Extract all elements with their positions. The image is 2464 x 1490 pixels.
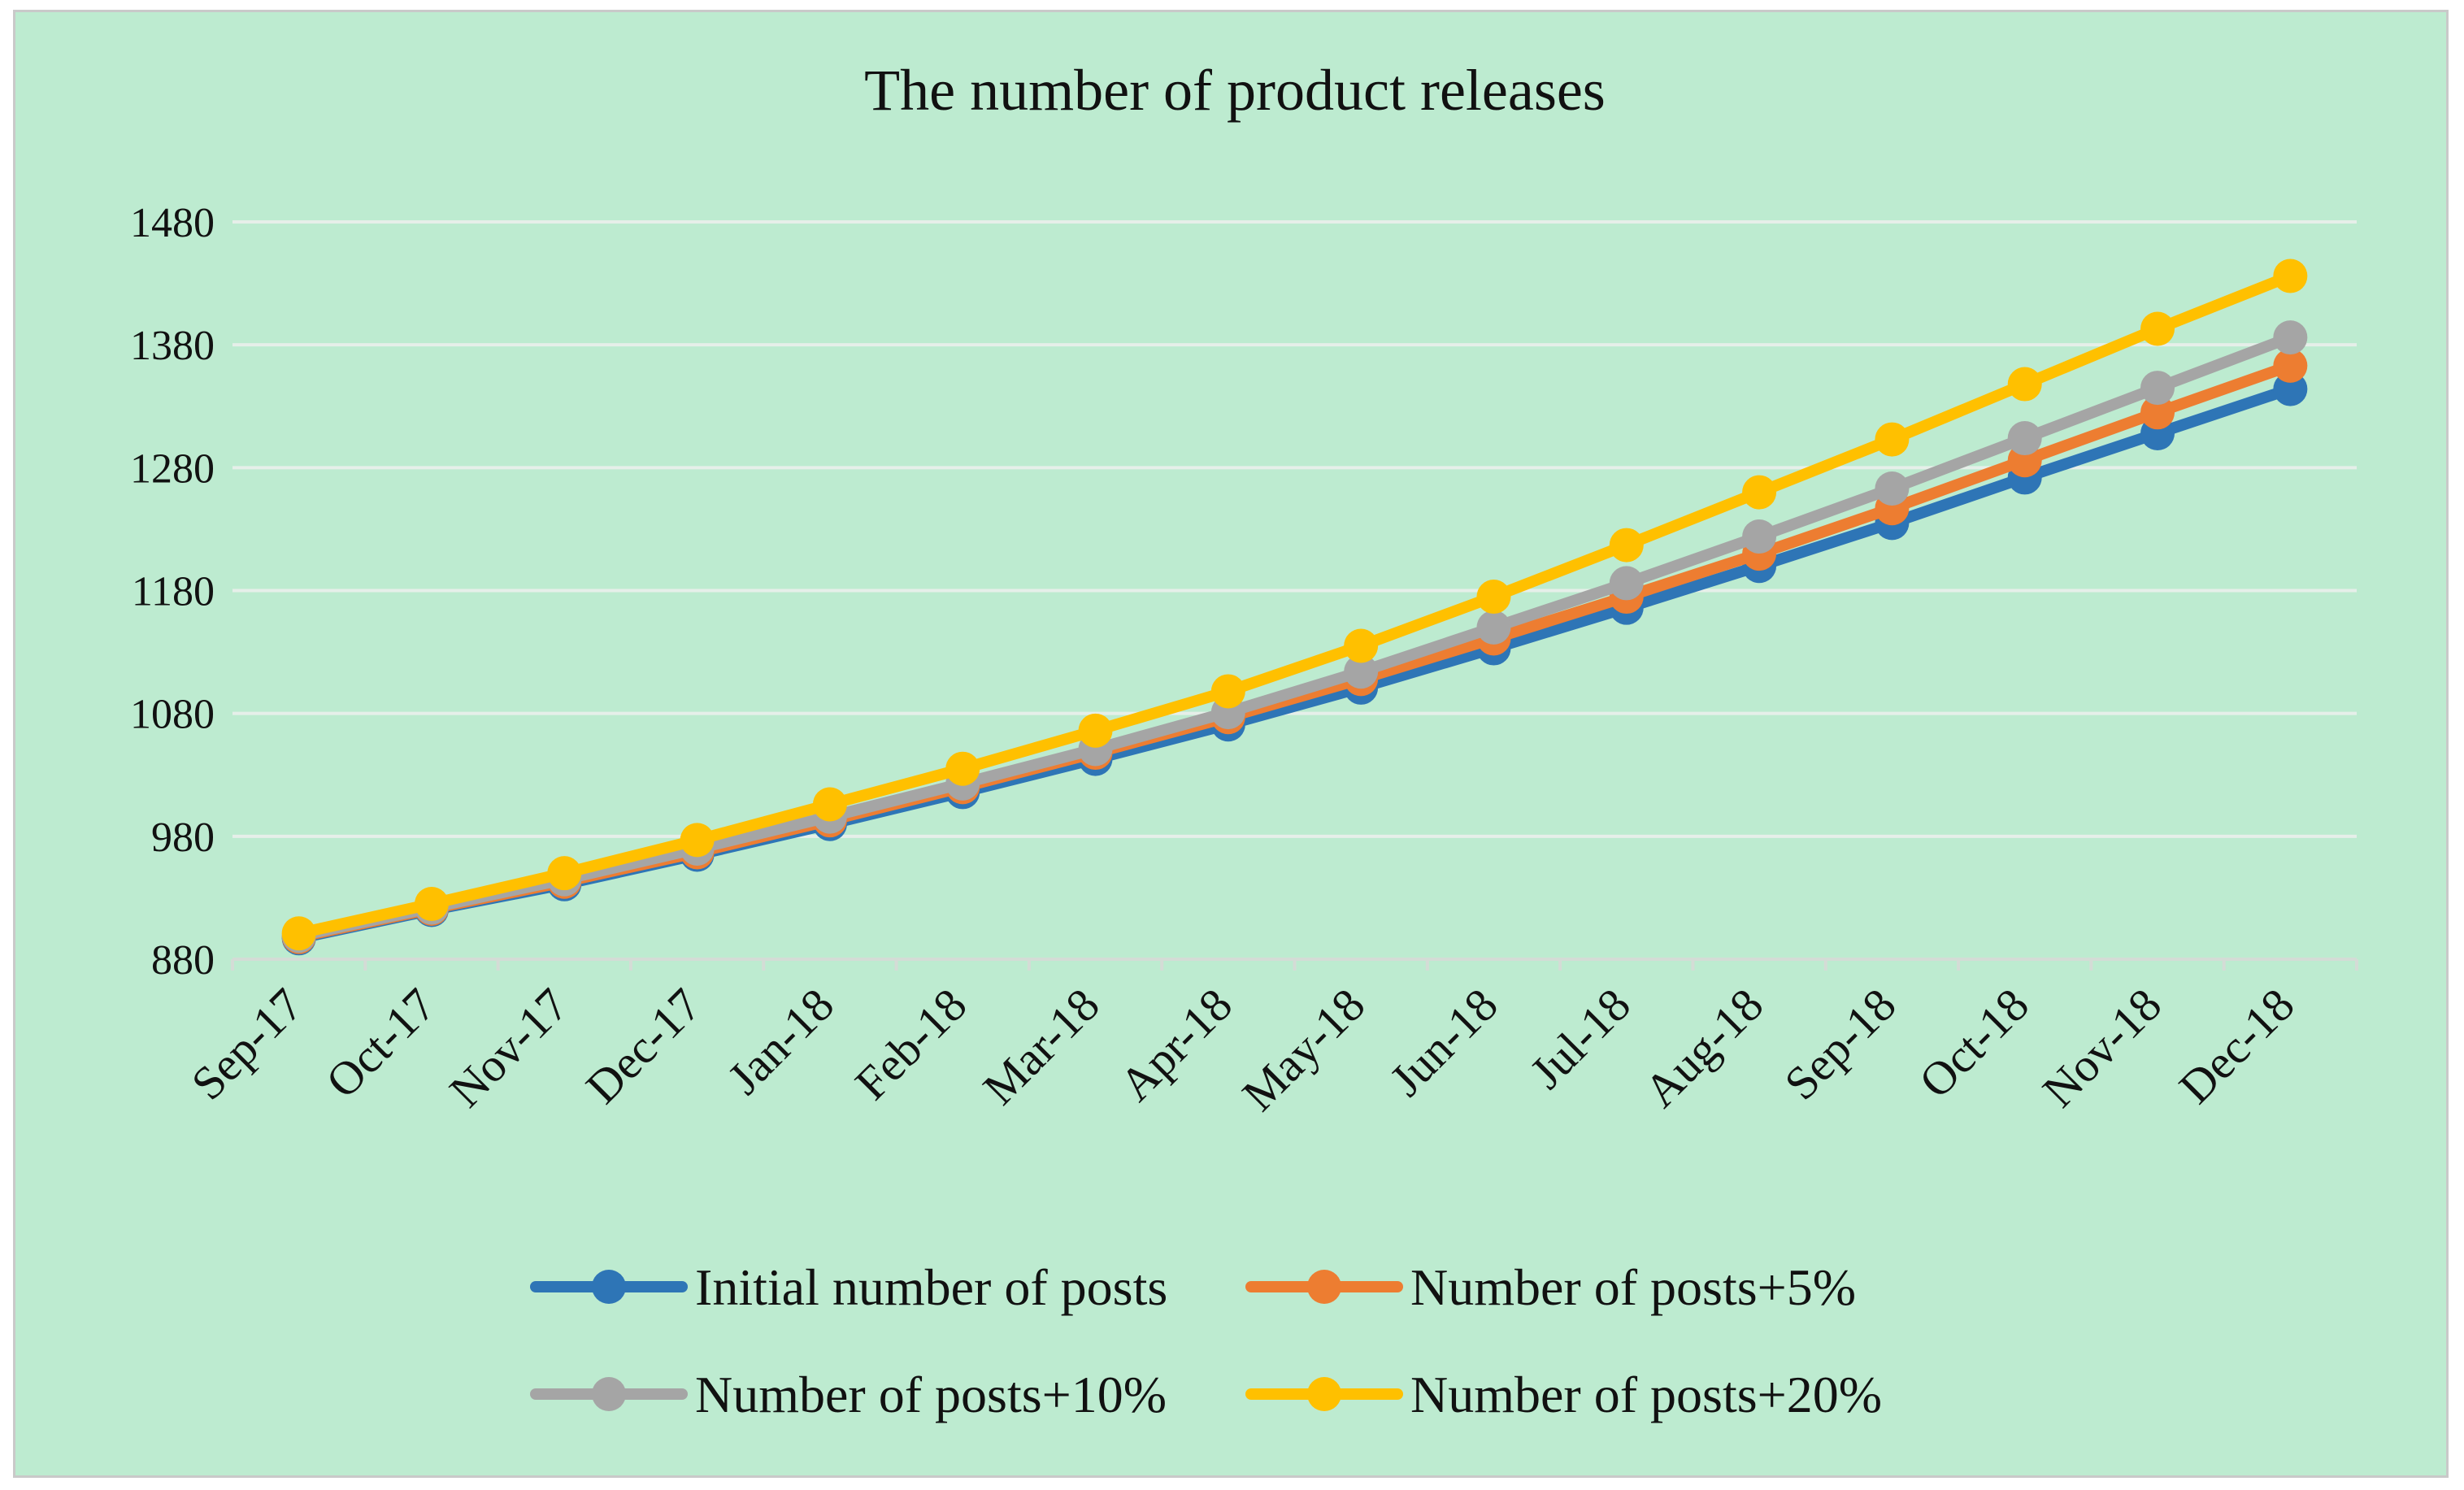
data-point [2140, 311, 2175, 346]
legend-swatch-marker [592, 1270, 626, 1304]
chart-title: The number of product releases [864, 58, 1606, 123]
y-axis-ticks: 880 980 1080 1180 1280 1380 1480 [130, 200, 215, 984]
y-tick-label: 1180 [132, 569, 215, 615]
x-tick-label: Oct-18 [1909, 978, 2039, 1108]
data-point [2273, 258, 2308, 293]
legend-label: Number of posts+5% [1410, 1258, 1856, 1316]
data-point [945, 751, 980, 786]
x-tick-label: Jan-18 [718, 978, 844, 1104]
data-point [2007, 367, 2042, 402]
gridlines [231, 220, 2358, 971]
y-tick-label: 980 [151, 815, 215, 861]
x-tick-label: Jul-18 [1519, 978, 1640, 1098]
data-point [1742, 475, 1777, 510]
data-point [1609, 566, 1644, 601]
y-tick-label: 880 [151, 937, 215, 984]
data-point [812, 787, 847, 822]
line-chart: The number of product releases 880 980 108… [130, 58, 2358, 1423]
data-point [281, 916, 316, 951]
data-point [1875, 471, 1910, 506]
x-tick-label: Feb-18 [845, 978, 976, 1110]
x-tick-label: Jun-18 [1380, 978, 1508, 1106]
data-point [2273, 348, 2308, 383]
data-point [1210, 674, 1245, 709]
x-tick-label: Aug-18 [1634, 978, 1773, 1117]
data-point [2273, 371, 2308, 406]
legend-item[interactable]: Number of posts+10% [530, 1366, 1167, 1423]
legend-item[interactable]: Initial number of posts [530, 1258, 1167, 1316]
data-point [1344, 628, 1379, 663]
data-point [1742, 519, 1777, 554]
data-point [1476, 610, 1511, 645]
data-point [2140, 371, 2175, 406]
x-tick-label: Dec-17 [576, 978, 711, 1114]
x-tick-label: Mar-18 [973, 978, 1110, 1114]
series-group [281, 258, 2308, 956]
data-point [2140, 395, 2175, 430]
legend-label: Number of posts+20% [1410, 1366, 1882, 1423]
legend-item[interactable]: Number of posts+20% [1245, 1366, 1882, 1423]
series-line [293, 270, 2297, 940]
data-point [680, 823, 715, 858]
legend: Initial number of posts Number of posts+5… [530, 1258, 1882, 1423]
series-4 [281, 258, 2308, 951]
data-point [1875, 422, 1910, 457]
y-tick-label: 1380 [130, 323, 215, 369]
legend-item[interactable]: Number of posts+5% [1245, 1258, 1856, 1316]
x-tick-label: Nov-18 [2032, 978, 2171, 1117]
legend-swatch-marker [592, 1377, 626, 1411]
legend-label: Number of posts+10% [695, 1366, 1167, 1423]
x-tick-label: Nov-17 [439, 978, 578, 1117]
y-tick-label: 1080 [130, 692, 215, 738]
series-3 [281, 320, 2308, 954]
data-point [547, 856, 582, 891]
data-point [1344, 654, 1379, 689]
data-point [1609, 528, 1644, 563]
x-tick-label: Sep-18 [1774, 978, 1906, 1110]
y-tick-label: 1280 [130, 445, 215, 492]
data-point [2273, 320, 2308, 355]
chart-frame: The number of product releases 880 980 108… [13, 10, 2449, 1478]
x-tick-label: Sep-17 [181, 978, 313, 1110]
x-tick-label: Dec-18 [2169, 978, 2305, 1114]
legend-swatch-marker [1307, 1270, 1341, 1304]
series-line [293, 332, 2297, 942]
x-tick-label: Apr-18 [1109, 978, 1242, 1111]
data-point [1078, 713, 1113, 748]
legend-swatch-marker [1307, 1377, 1341, 1411]
data-point [1476, 580, 1511, 615]
legend-label: Initial number of posts [695, 1258, 1167, 1316]
x-tick-label: Oct-17 [315, 978, 445, 1108]
data-point [2007, 421, 2042, 456]
x-tick-label: May-18 [1232, 978, 1375, 1121]
data-point [414, 886, 449, 921]
y-tick-label: 1480 [130, 200, 215, 246]
